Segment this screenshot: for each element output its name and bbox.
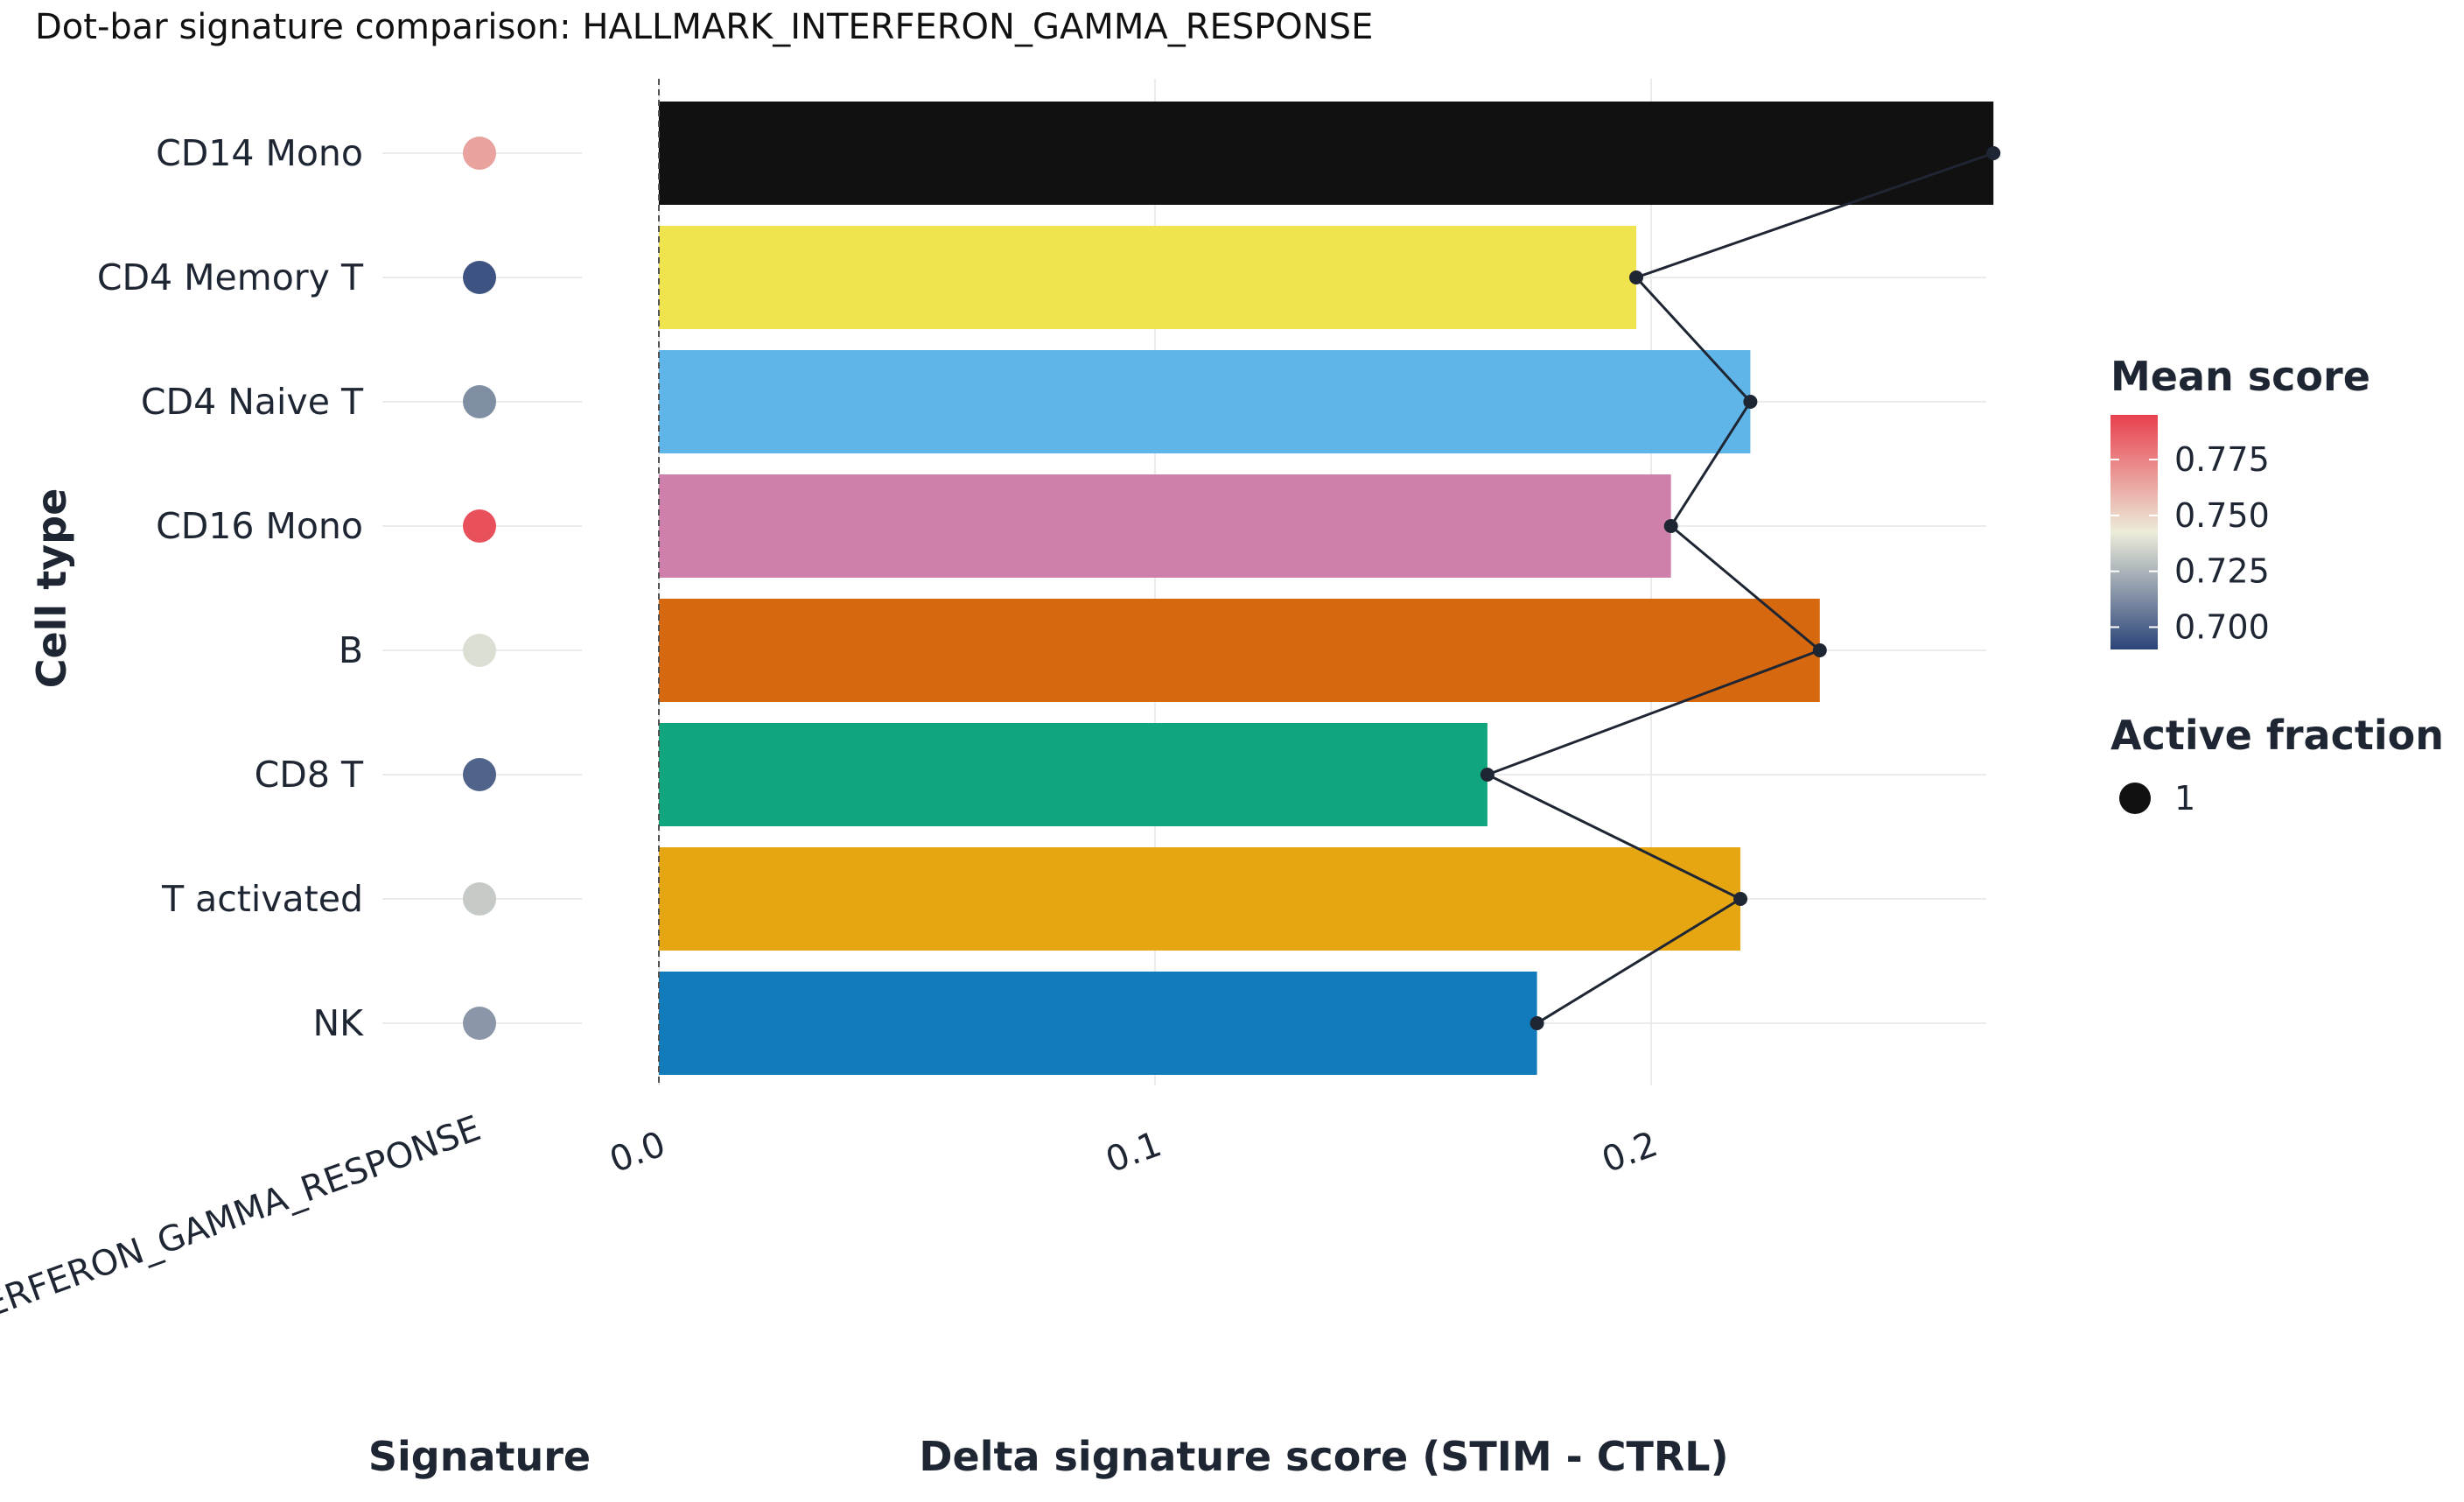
legend-tick-label: 0.750 [2174,496,2270,535]
line-point [1663,519,1678,533]
bar [659,102,1994,205]
legend-color-title: Mean score [2110,353,2370,400]
dot-panel-x-tick: HALLMARK_INTERFERON_GAMMA_RESPONSE [0,1108,486,1416]
bar-layer [659,102,1994,1075]
legend-size-label: 1 [2174,779,2195,818]
line-point [1986,146,2001,160]
line-point [1480,768,1494,782]
y-tick-label: CD8 T [255,754,364,796]
legend-colorbar [2110,415,2158,649]
chart-title: Dot-bar signature comparison: HALLMARK_I… [35,7,1373,47]
bar [659,972,1537,1075]
mean-score-dot [463,758,496,791]
x-tick-label: 0.2 [1597,1124,1663,1181]
y-tick-label: T activated [161,878,363,920]
bar [659,474,1671,578]
legend: Mean score 0.775 0.750 0.725 0.700 Active f… [2110,353,2444,818]
bar [659,350,1751,453]
legend-tick-label: 0.725 [2174,552,2270,591]
mean-score-dot [463,385,496,418]
mean-score-dot [463,1007,496,1040]
mean-score-dot [463,137,496,170]
connecting-line [1484,151,1994,1025]
line-point [1733,892,1748,906]
line-point [1530,1016,1544,1030]
bar [659,226,1636,329]
y-tick-label: CD16 Mono [156,505,363,547]
mean-score-dot [463,261,496,294]
y-axis-title: Cell type [28,488,75,689]
y-tick-labels: CD14 Mono CD4 Memory T CD4 Naive T CD16 Mon… [97,132,364,1044]
bar [659,723,1488,826]
y-tick-label: B [339,629,363,671]
mean-score-dot [463,882,496,916]
y-tick-label: CD4 Naive T [141,381,364,423]
y-tick-label: NK [312,1002,364,1044]
connecting-line-layer [1480,146,2001,1030]
legend-size-dot [2119,783,2151,814]
x-tick-labels: 0.0 0.1 0.2 [605,1124,1663,1181]
bar [659,599,1820,702]
x-axis-title: Delta signature score (STIM - CTRL) [919,1433,1728,1480]
line-point [1812,643,1827,657]
x-tick-label: 0.0 [605,1124,671,1181]
line-point [1743,395,1758,409]
mean-score-dot [463,634,496,667]
dot-panel [463,137,496,1040]
line-point [1628,270,1643,284]
legend-tick-label: 0.700 [2174,607,2270,646]
y-tick-label: CD14 Mono [156,132,363,174]
bar [659,847,1741,951]
x-tick-label: 0.1 [1101,1124,1167,1181]
mean-score-dot [463,509,496,543]
dot-panel-axis-title: Signature [368,1433,591,1480]
y-tick-label: CD4 Memory T [97,256,364,298]
legend-tick-label: 0.775 [2174,440,2270,479]
legend-size-title: Active fraction [2110,712,2444,759]
legend-color-ticks: 0.775 0.750 0.725 0.700 [2110,440,2270,646]
